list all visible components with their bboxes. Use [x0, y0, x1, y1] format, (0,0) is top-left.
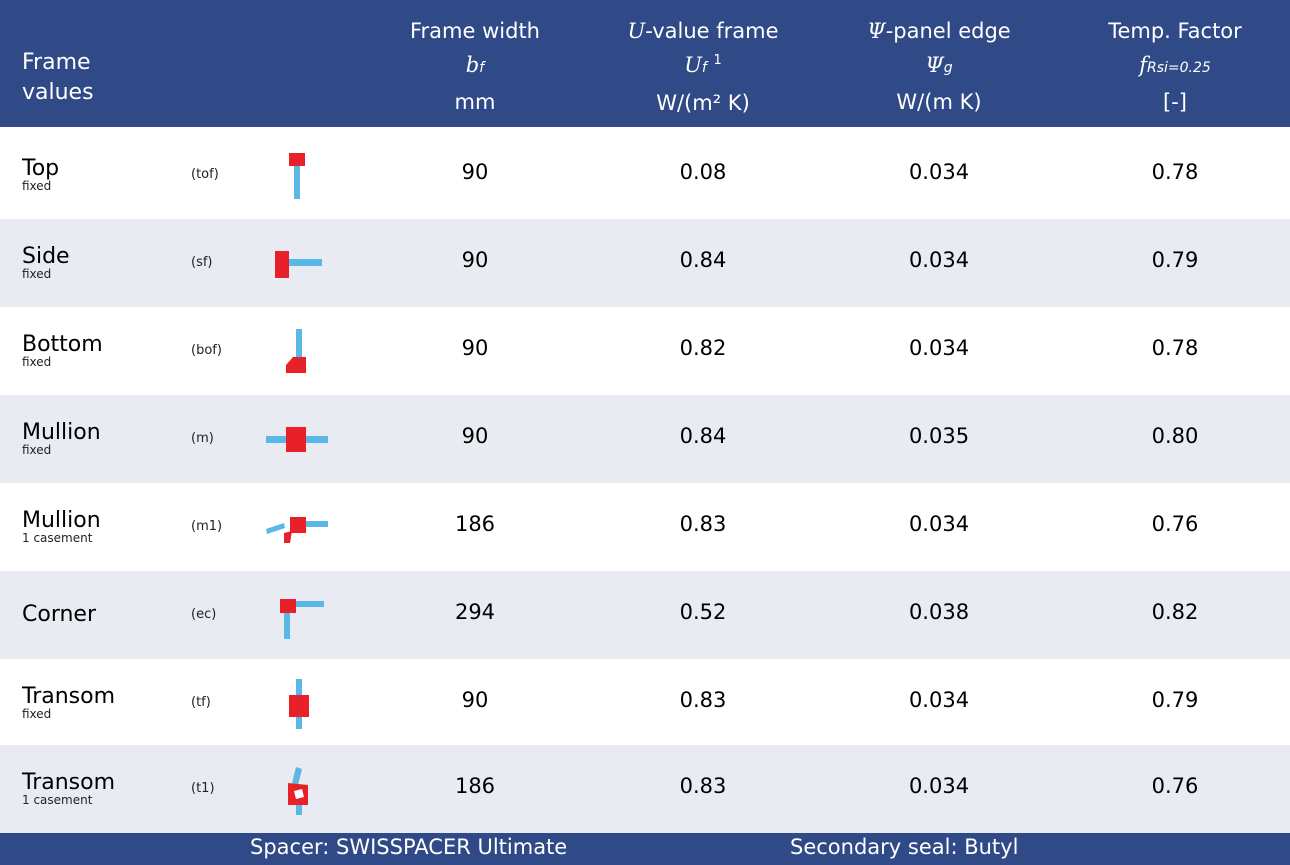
row-code: (tf): [191, 695, 211, 710]
table-header: Frame values Frame width bf mm U-value f…: [0, 0, 1290, 127]
temp-factor-cell: 0.80: [1151, 424, 1199, 448]
table-footer: Spacer: SWISSPACER Ultimate Secondary se…: [0, 833, 1290, 865]
mullion-fixed-profile-icon: [266, 427, 328, 452]
table-row: Side fixed (sf) 90 0.84 0.034 0.79: [0, 219, 1290, 307]
temp-factor-cell: 0.82: [1151, 600, 1199, 624]
transom-casement-profile-icon: [288, 767, 308, 815]
frame-width-cell: 186: [454, 774, 496, 798]
psi-cell: 0.034: [908, 160, 970, 184]
u-value-cell: 0.84: [679, 424, 727, 448]
corner-profile-icon: [280, 599, 324, 639]
temp-factor-cell: 0.76: [1151, 512, 1199, 536]
psi-symbol: Ψg: [925, 53, 953, 77]
row-name: Top fixed: [22, 156, 60, 193]
u-value-cell: 0.52: [679, 600, 727, 624]
temp-factor-label: Temp. Factor: [1108, 19, 1242, 43]
top-fixed-profile-icon: [289, 153, 305, 199]
psi-cell: 0.038: [908, 600, 970, 624]
psi-cell: 0.034: [908, 512, 970, 536]
frame-width-cell: 90: [461, 336, 489, 360]
u-value-cell: 0.84: [679, 248, 727, 272]
header-title-line1: Frame: [22, 50, 91, 75]
table-row: Mullion fixed (m) 90 0.84 0.035 0.80: [0, 395, 1290, 483]
row-name: Transom fixed: [22, 684, 116, 721]
u-value-label: U-value frame: [627, 19, 779, 43]
row-code: (bof): [191, 343, 222, 358]
header-frame-width: Frame width bf mm: [345, 14, 605, 119]
row-name: Mullion fixed: [22, 420, 101, 457]
frame-width-cell: 90: [461, 248, 489, 272]
psi-cell: 0.034: [908, 248, 970, 272]
frame-width-cell: 90: [461, 160, 489, 184]
table-row: Mullion 1 casement (m1) 186 0.83 0.034 0.…: [0, 483, 1290, 571]
u-value-unit: W/(m² K): [656, 91, 750, 115]
header-temp-factor: Temp. Factor fRsi=0.25 [-]: [1045, 14, 1290, 119]
footer-secondary-seal: Secondary seal: Butyl: [790, 835, 1019, 859]
table-row: Corner (ec) 294 0.52 0.038 0.82: [0, 571, 1290, 659]
frame-width-unit: mm: [454, 90, 496, 114]
side-fixed-profile-icon: [275, 251, 322, 278]
frame-width-cell: 294: [454, 600, 496, 624]
frame-width-symbol: bf: [465, 53, 485, 77]
transom-fixed-profile-icon: [289, 679, 309, 729]
table-row: Bottom fixed (bof) 90 0.82 0.034 0.78: [0, 307, 1290, 395]
psi-cell: 0.034: [908, 774, 970, 798]
temp-factor-cell: 0.79: [1151, 248, 1199, 272]
temp-factor-cell: 0.78: [1151, 160, 1199, 184]
row-code: (sf): [191, 255, 213, 270]
row-code: (tof): [191, 167, 219, 182]
psi-label: Ψ-panel edge: [867, 19, 1011, 43]
frame-width-label: Frame width: [410, 19, 540, 43]
psi-cell: 0.034: [908, 688, 970, 712]
row-code: (ec): [191, 607, 217, 622]
header-psi-value: Ψ-panel edge Ψg W/(m K): [809, 14, 1069, 119]
u-value-cell: 0.82: [679, 336, 727, 360]
psi-cell: 0.034: [908, 336, 970, 360]
u-value-cell: 0.08: [679, 160, 727, 184]
row-code: (m): [191, 431, 214, 446]
row-name: Side fixed: [22, 244, 70, 281]
row-name: Mullion 1 casement: [22, 508, 101, 545]
footer-spacer: Spacer: SWISSPACER Ultimate: [250, 835, 568, 859]
temp-factor-cell: 0.79: [1151, 688, 1199, 712]
u-value-cell: 0.83: [679, 774, 727, 798]
table-row: Transom 1 casement (t1) 186 0.83 0.034 0.…: [0, 745, 1290, 833]
bottom-fixed-profile-icon: [286, 329, 306, 373]
frame-width-cell: 90: [461, 424, 489, 448]
u-value-cell: 0.83: [679, 688, 727, 712]
header-u-value: U-value frame Uf 1 W/(m² K): [573, 14, 833, 120]
mullion-casement-profile-icon: [266, 517, 328, 543]
row-name: Corner: [22, 602, 97, 627]
temp-factor-cell: 0.78: [1151, 336, 1199, 360]
u-value-symbol: Uf 1: [684, 53, 722, 77]
row-code: (m1): [191, 519, 223, 534]
temp-factor-symbol: fRsi=0.25: [1139, 53, 1211, 77]
psi-cell: 0.035: [908, 424, 970, 448]
psi-unit: W/(m K): [896, 90, 982, 114]
row-name: Transom 1 casement: [22, 770, 116, 807]
header-title-line2: values: [22, 80, 94, 105]
frame-width-cell: 90: [461, 688, 489, 712]
row-name: Bottom fixed: [22, 332, 103, 369]
table-row: Transom fixed (tf) 90 0.83 0.034 0.79: [0, 659, 1290, 747]
u-value-cell: 0.83: [679, 512, 727, 536]
frame-width-cell: 186: [454, 512, 496, 536]
header-title: Frame values: [22, 48, 172, 108]
temp-factor-cell: 0.76: [1151, 774, 1199, 798]
temp-factor-unit: [-]: [1163, 90, 1187, 114]
table-row: Top fixed (tof) 90 0.08 0.034 0.78: [0, 131, 1290, 219]
row-code: (t1): [191, 781, 215, 796]
